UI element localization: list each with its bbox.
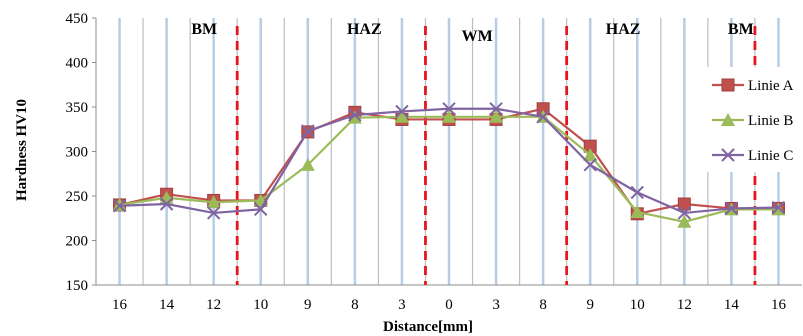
data-point xyxy=(489,109,504,123)
x-tick-label: 0 xyxy=(445,297,453,313)
data-point xyxy=(347,110,362,124)
data-point xyxy=(206,195,221,209)
y-tick-labels: 150 200 250 300 350 400 450 xyxy=(66,11,89,294)
zone-label: BM xyxy=(191,21,217,38)
series-linie-c xyxy=(112,102,786,220)
data-point xyxy=(159,197,174,211)
data-point xyxy=(301,124,315,138)
data-point xyxy=(771,200,786,215)
axes xyxy=(92,17,802,286)
data-point xyxy=(254,202,268,217)
data-point xyxy=(583,158,597,172)
legend-label: Linie C xyxy=(748,148,793,164)
legend-marker xyxy=(721,78,735,92)
y-tick-label: 250 xyxy=(66,189,89,205)
data-point xyxy=(300,157,315,171)
legend-marker xyxy=(721,113,735,126)
y-tick-label: 150 xyxy=(66,278,89,294)
data-point xyxy=(394,109,409,123)
zone-boundaries xyxy=(235,26,757,285)
data-point xyxy=(442,109,456,123)
legend-marker xyxy=(721,148,735,162)
data-point xyxy=(677,214,692,228)
data-series xyxy=(112,102,786,228)
data-point xyxy=(489,102,503,116)
data-point xyxy=(677,206,692,220)
x-tick-label: 12 xyxy=(206,297,221,313)
x-tick-label: 10 xyxy=(253,297,268,313)
data-point xyxy=(583,148,598,162)
y-tick-label: 400 xyxy=(66,56,89,72)
data-point xyxy=(442,102,456,116)
data-point xyxy=(724,201,739,216)
y-tick-label: 350 xyxy=(66,100,89,116)
legend: Linie A Linie B Linie C xyxy=(706,67,803,172)
zone-label: HAZ xyxy=(347,21,382,38)
x-tick-label: 8 xyxy=(351,297,359,313)
legend-label: Linie A xyxy=(748,78,794,94)
x-tick-label: 14 xyxy=(159,297,175,313)
zone-label: WM xyxy=(462,28,493,45)
y-tick-label: 450 xyxy=(66,11,89,27)
x-tick-label: 8 xyxy=(539,297,547,313)
x-tick-label: 16 xyxy=(112,297,128,313)
legend-label: Linie B xyxy=(748,113,793,129)
y-tick-label: 300 xyxy=(66,145,89,161)
x-tick-label: 9 xyxy=(304,297,312,313)
legend-item: Linie B xyxy=(712,113,793,129)
x-axis-title: Distance[mm] xyxy=(383,319,473,335)
x-tick-label: 12 xyxy=(677,297,692,313)
data-point xyxy=(206,206,221,220)
data-point xyxy=(395,104,409,119)
x-tick-label: 3 xyxy=(492,297,500,313)
x-tick-label: 14 xyxy=(724,297,740,313)
y-axis-title: Hardness HV10 xyxy=(14,99,30,201)
data-point xyxy=(630,205,645,219)
x-tick-label: 9 xyxy=(586,297,594,313)
legend-item: Linie C xyxy=(712,148,793,164)
x-tick-labels: 16 14 12 10 9 8 3 0 3 8 9 10 12 14 16 xyxy=(112,297,786,313)
data-point xyxy=(348,108,362,122)
x-tick-label: 16 xyxy=(771,297,787,313)
zone-labels: BM HAZ WM HAZ BM xyxy=(191,21,753,45)
legend-item: Linie A xyxy=(712,78,794,94)
data-point xyxy=(536,110,550,124)
vertical-gridlines xyxy=(118,18,780,285)
x-tick-label: 10 xyxy=(630,297,645,313)
zone-label: HAZ xyxy=(606,21,641,38)
data-point xyxy=(677,197,691,211)
data-point xyxy=(112,199,127,213)
zone-label: BM xyxy=(728,21,754,38)
y-tick-label: 200 xyxy=(66,234,89,250)
x-tick-label: 3 xyxy=(398,297,406,313)
data-point xyxy=(630,185,644,200)
